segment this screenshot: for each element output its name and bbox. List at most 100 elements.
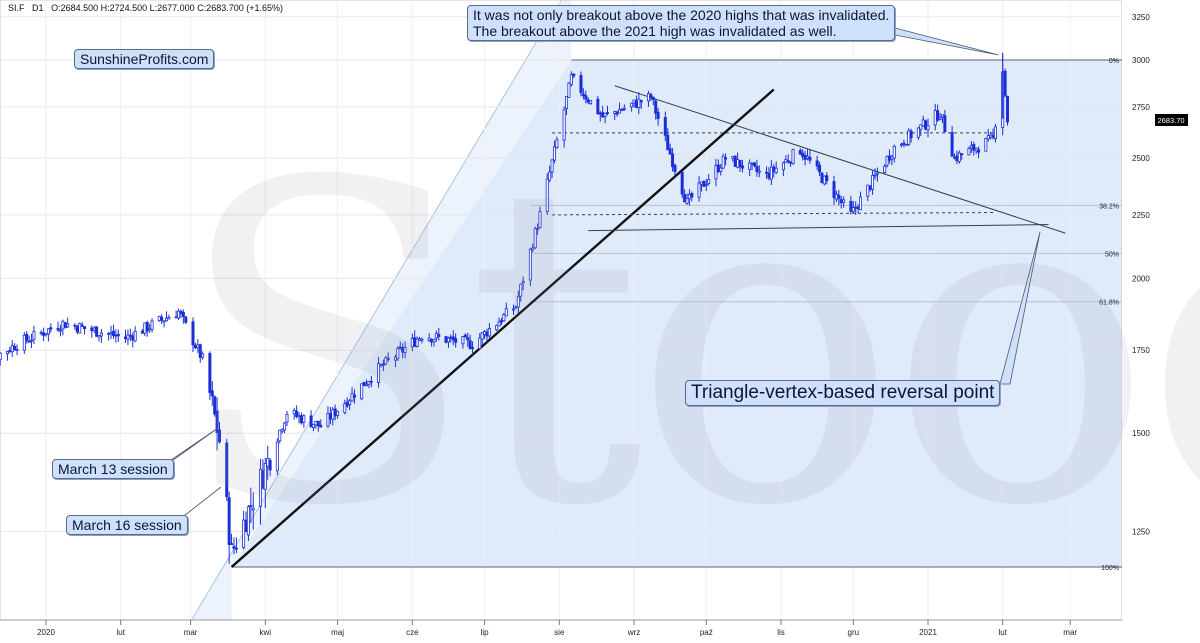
candle-body <box>164 317 168 322</box>
candle-body <box>521 280 525 284</box>
x-axis: 2020 lut mar kwi maj cze lip sie wrz paź lis gru 202… <box>0 619 1122 637</box>
candle-body <box>618 109 622 114</box>
candle-body <box>63 322 67 329</box>
x-tick-lut: lut <box>998 628 1007 637</box>
candle-body <box>916 127 920 138</box>
candle-body <box>752 162 756 167</box>
candle-body <box>319 424 323 428</box>
candle-body <box>25 333 29 341</box>
x-tick-paź: paź <box>700 628 713 637</box>
candle-body <box>815 160 819 167</box>
candle-body <box>536 227 540 230</box>
candle-body <box>702 180 706 187</box>
candle-body <box>343 403 347 413</box>
candle-body <box>99 332 103 337</box>
x-tick-gru: gru <box>848 628 860 637</box>
candle-body <box>875 172 879 175</box>
candle-body <box>403 347 407 354</box>
candle-body <box>360 383 364 400</box>
candle-body <box>704 184 708 187</box>
candle-body <box>0 352 2 361</box>
annotation-invalidation: It was not only breakout above the 2020 … <box>467 5 896 41</box>
triangle-lower-line <box>588 224 1049 232</box>
candle-body <box>781 162 785 171</box>
candle-body <box>832 181 836 198</box>
candle-body <box>765 171 769 174</box>
candle-body <box>283 422 287 431</box>
interval-label: D1 <box>32 3 44 13</box>
candle-body <box>46 328 50 335</box>
candle-body <box>49 327 53 330</box>
candle-body <box>919 124 923 130</box>
candle-body <box>478 337 482 349</box>
candle-body <box>697 182 701 198</box>
candle-body <box>73 324 77 327</box>
candle-body <box>468 340 472 349</box>
candle-body <box>589 100 593 104</box>
x-tick-lut: lut <box>116 628 125 637</box>
candle-body <box>369 380 373 383</box>
ohlc-values: O:2684.500 H:2724.500 L:2677.000 C:2683.… <box>51 3 283 13</box>
candle-body <box>495 325 499 331</box>
candle-body <box>114 334 118 337</box>
x-tick-mar: mar <box>1063 628 1077 637</box>
candle-body <box>673 164 677 172</box>
candle-body <box>160 316 164 321</box>
candle-body <box>550 159 554 173</box>
candle-body <box>377 363 381 383</box>
candle-body <box>446 337 450 343</box>
candle-body <box>837 194 841 199</box>
candle-body <box>569 74 573 85</box>
candle-body <box>140 330 144 334</box>
candle-body <box>685 198 689 204</box>
candle-body <box>516 296 520 308</box>
candle-body <box>148 327 152 331</box>
candle-body <box>851 207 855 212</box>
candle-body <box>707 179 711 184</box>
candle-body <box>1003 70 1007 96</box>
candle-body <box>649 94 653 99</box>
candle-body <box>651 96 655 101</box>
y-tick-2750: 2750 <box>1132 103 1150 112</box>
rising-support-line <box>230 88 775 568</box>
candle-body <box>157 316 161 322</box>
candle-body <box>162 320 166 323</box>
x-tick-mar: mar <box>184 628 198 637</box>
fib-label-100%: 100% <box>1101 565 1119 572</box>
x-tick-2020: 2020 <box>37 628 55 637</box>
candle-body <box>757 170 761 173</box>
candle-body <box>111 330 115 337</box>
candle-body <box>215 410 219 433</box>
ticker-label: SI.F <box>8 3 25 13</box>
annotation-triangle-vertex: Triangle-vertex-based reversal point <box>685 380 1001 406</box>
candle-body <box>13 346 17 351</box>
candle-body <box>234 547 238 550</box>
candle-body <box>671 153 675 168</box>
candle-body <box>208 353 212 393</box>
candle-body <box>184 316 188 323</box>
candle-body <box>885 155 889 166</box>
candle-body <box>167 317 171 320</box>
candle-body <box>109 332 113 335</box>
ohlc-header: SI.F D1 O:2684.500 H:2724.500 L:2677.000… <box>8 3 283 13</box>
candle-body <box>275 441 279 472</box>
x-tick-lis: lis <box>777 628 785 637</box>
candle-body <box>432 338 436 343</box>
candle-body <box>967 148 971 156</box>
candles <box>0 52 1010 564</box>
candle-body <box>213 396 217 415</box>
candle-body <box>666 134 670 151</box>
candle-body <box>30 339 34 342</box>
pointer-triangle-vertex <box>999 231 1041 385</box>
candle-body <box>656 111 660 119</box>
candle-body <box>950 132 954 157</box>
candle-body <box>528 248 532 281</box>
x-tick-cze: cze <box>406 628 419 637</box>
candle-body <box>603 112 607 117</box>
candle-body <box>630 102 634 108</box>
candle-body <box>56 327 60 331</box>
candle-body <box>926 125 930 131</box>
candle-body <box>938 117 942 120</box>
candle-body <box>263 463 267 490</box>
candle-body <box>10 345 14 353</box>
